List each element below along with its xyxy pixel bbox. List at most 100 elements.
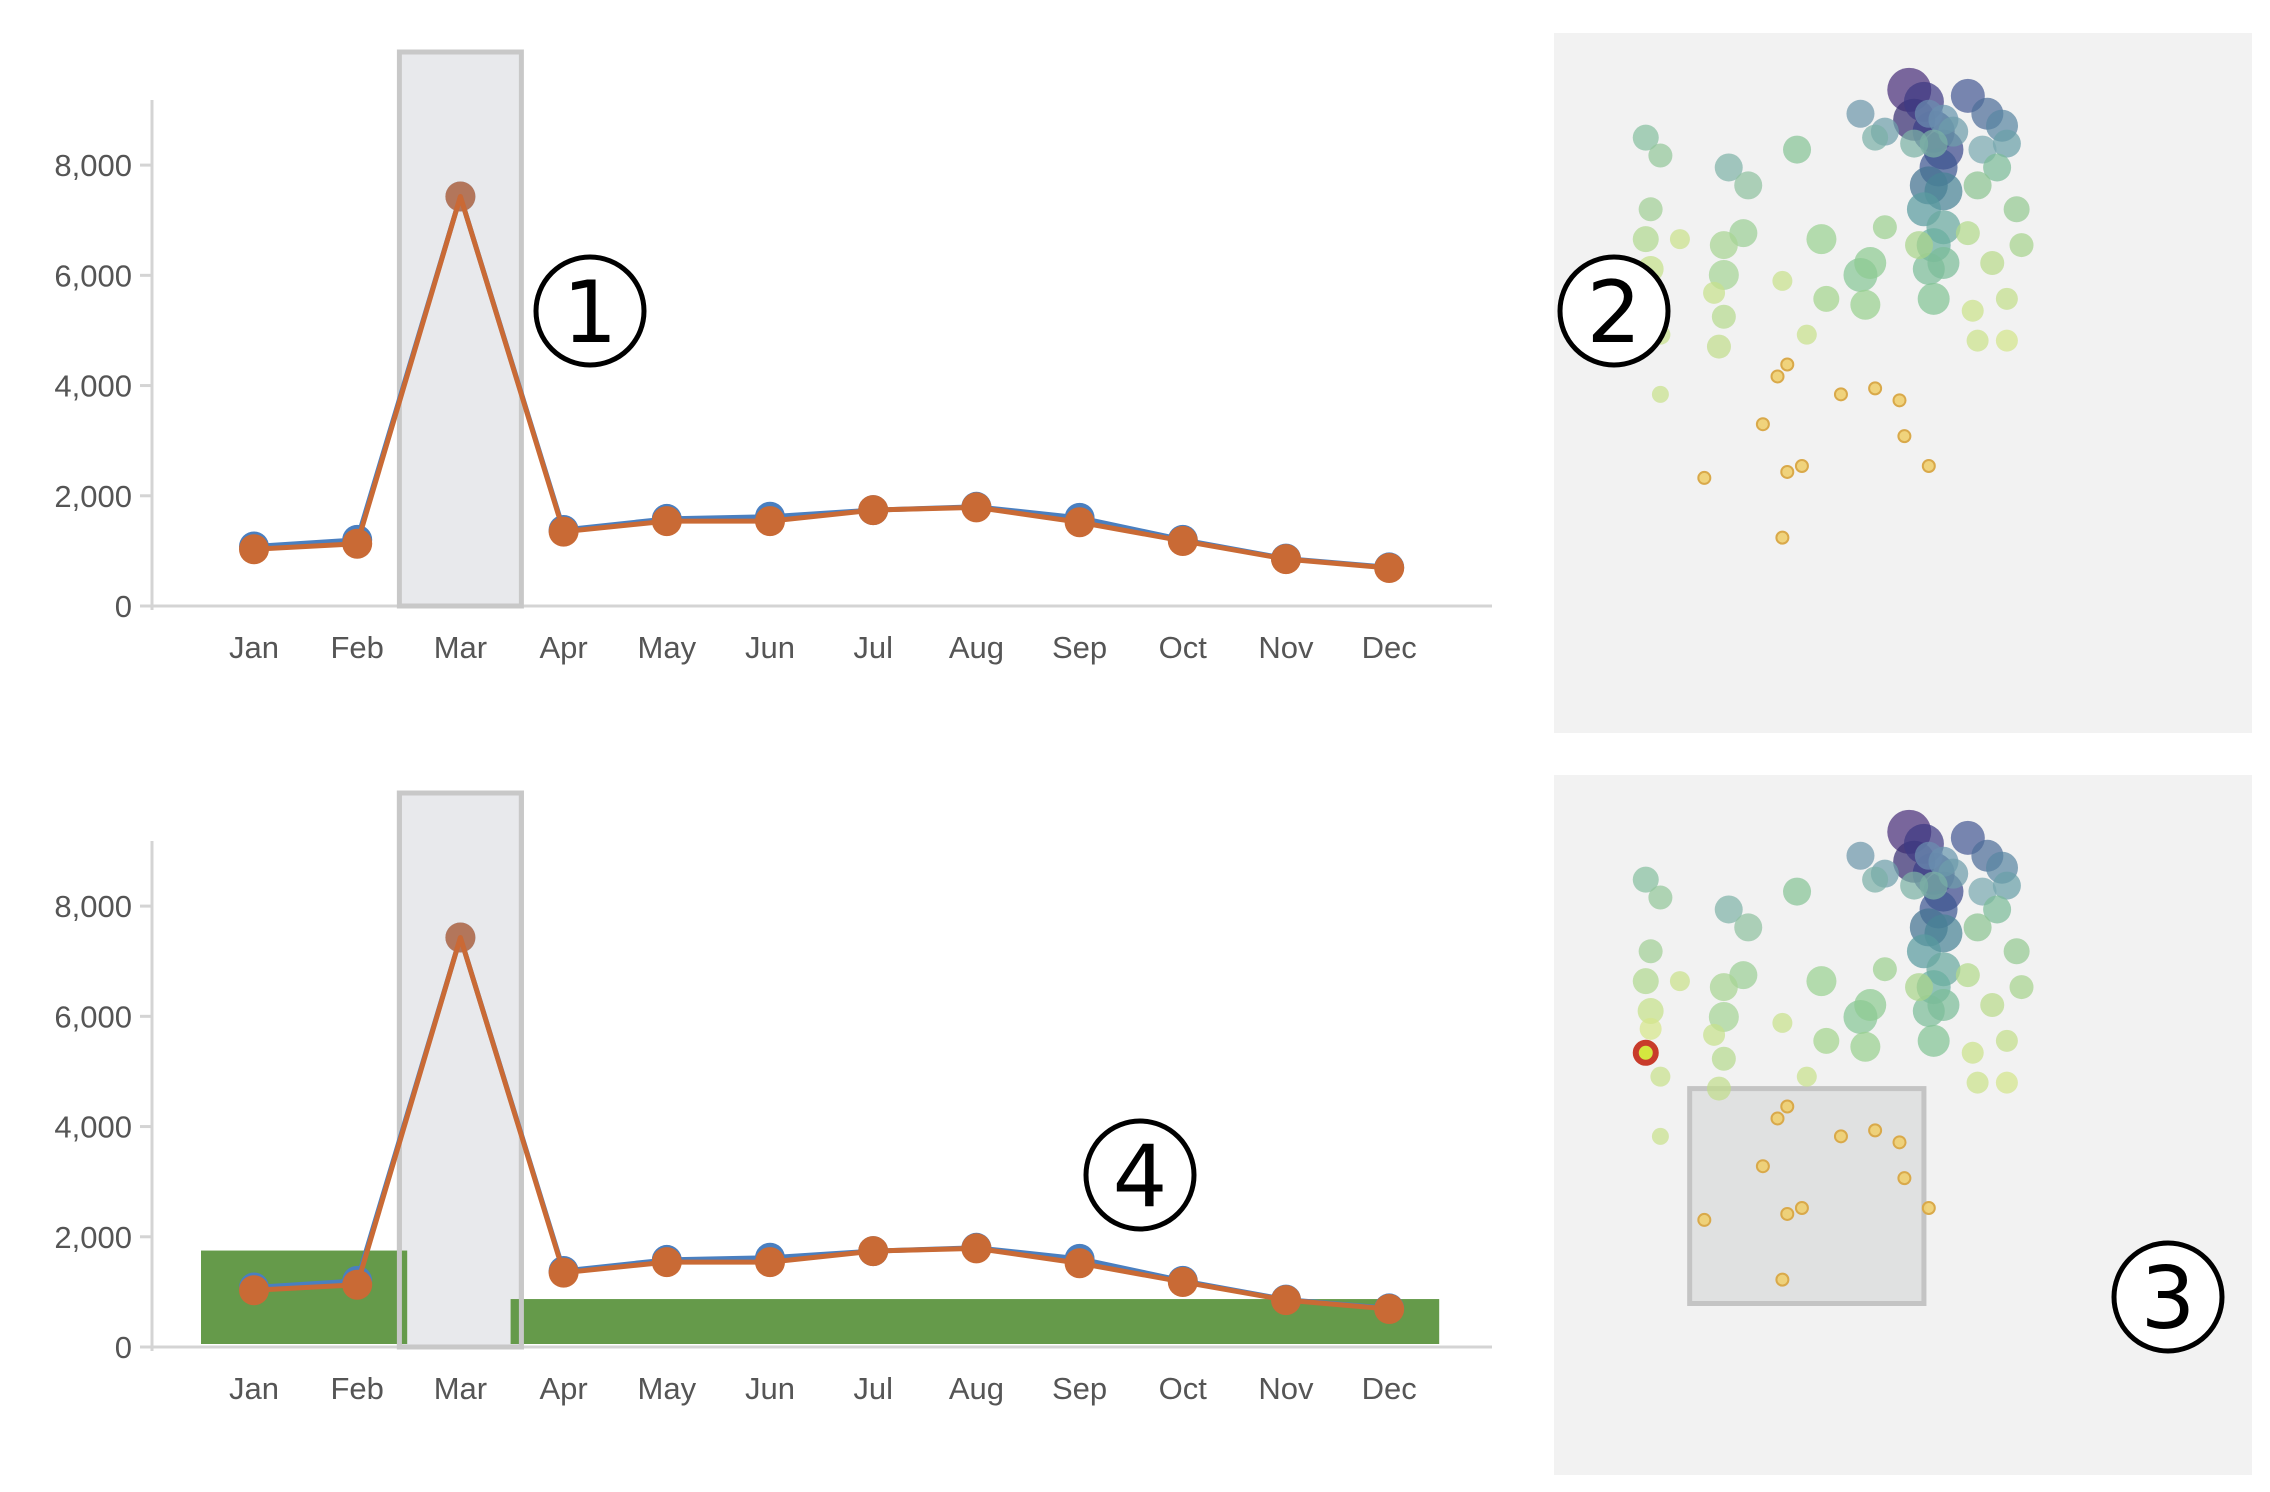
scatter-point[interactable]: [1992, 871, 2021, 900]
scatter-point[interactable]: [1868, 381, 1883, 396]
scatter-point[interactable]: [1983, 153, 2012, 182]
scatter-point[interactable]: [2003, 938, 2030, 965]
scatter-point[interactable]: [1872, 215, 1897, 240]
scatter-point[interactable]: [1850, 289, 1881, 320]
series-2-point[interactable]: [445, 181, 476, 212]
scatter-point[interactable]: [1780, 464, 1795, 479]
scatter-point[interactable]: [1734, 913, 1763, 942]
series-2-point[interactable]: [651, 506, 682, 537]
scatter-point[interactable]: [1638, 939, 1663, 964]
scatter-point[interactable]: [1868, 1123, 1883, 1138]
scatter-point[interactable]: [1650, 1066, 1671, 1087]
scatter-point[interactable]: [1813, 285, 1840, 312]
scatter-point[interactable]: [1775, 1272, 1790, 1287]
scatter-point[interactable]: [1980, 993, 2005, 1018]
scatter-point[interactable]: [1963, 913, 1992, 942]
scatter-point[interactable]: [1955, 221, 1980, 246]
scatter-point[interactable]: [1806, 966, 1837, 997]
scatter-point[interactable]: [1669, 229, 1690, 250]
scatter-point[interactable]: [1638, 197, 1663, 222]
scatter-point[interactable]: [1709, 231, 1738, 260]
scatter-point[interactable]: [1669, 971, 1690, 992]
scatter-point[interactable]: [1806, 224, 1837, 255]
scatter-point[interactable]: [1919, 129, 1948, 158]
series-2-point[interactable]: [342, 528, 373, 559]
scatter-point[interactable]: [1850, 1031, 1881, 1062]
scatter-point[interactable]: [1995, 1029, 2018, 1052]
series-2-point[interactable]: [548, 516, 579, 547]
scatter-point[interactable]: [1703, 1023, 1726, 1046]
series-2-point[interactable]: [651, 1247, 682, 1278]
scatter-point[interactable]: [1703, 281, 1726, 304]
scatter-point[interactable]: [1651, 385, 1669, 403]
scatter-point[interactable]: [1813, 1027, 1840, 1054]
scatter-point[interactable]: [1632, 124, 1659, 151]
scatter-point[interactable]: [1921, 458, 1936, 473]
scatter-point[interactable]: [1872, 957, 1897, 982]
scatter-point[interactable]: [1846, 99, 1875, 128]
scatter-point[interactable]: [1697, 1212, 1712, 1227]
scatter-point[interactable]: [1709, 973, 1738, 1002]
scatter-point[interactable]: [1914, 99, 1943, 128]
series-2-point[interactable]: [755, 1247, 785, 1278]
series-2-point[interactable]: [239, 1275, 269, 1306]
series-2-point[interactable]: [961, 492, 992, 523]
scatter-point[interactable]: [1632, 226, 1659, 253]
series-2-point[interactable]: [342, 1269, 373, 1300]
scatter-point[interactable]: [1770, 369, 1785, 384]
scatter-point[interactable]: [1955, 963, 1980, 988]
scatter-point[interactable]: [1919, 871, 1948, 900]
series-2-point[interactable]: [858, 1236, 889, 1267]
scatter-point[interactable]: [1648, 143, 1673, 168]
scatter-point[interactable]: [1897, 429, 1912, 444]
brush-selection-rect[interactable]: [1687, 1086, 1927, 1307]
series-2-point[interactable]: [858, 495, 889, 526]
scatter-point[interactable]: [1854, 989, 1887, 1022]
scatter-point[interactable]: [1966, 329, 1989, 352]
scatter-point[interactable]: [1711, 304, 1736, 329]
scatter-point[interactable]: [1714, 895, 1743, 924]
scatter-point[interactable]: [1734, 171, 1763, 200]
scatter-point[interactable]: [1714, 153, 1743, 182]
scatter-point[interactable]: [1892, 1135, 1907, 1150]
scatter-point[interactable]: [1775, 530, 1790, 545]
scatter-point[interactable]: [1755, 1159, 1770, 1174]
scatter-point[interactable]: [1780, 1206, 1795, 1221]
scatter-point[interactable]: [1992, 129, 2021, 158]
scatter-point[interactable]: [1961, 1041, 1984, 1064]
series-2-point[interactable]: [1167, 525, 1198, 556]
scatter-point[interactable]: [2009, 975, 2034, 1000]
scatter-point[interactable]: [1846, 841, 1875, 870]
scatter-point[interactable]: [1796, 324, 1817, 345]
scatter-point[interactable]: [1794, 458, 1809, 473]
scatter-point[interactable]: [1648, 885, 1673, 910]
scatter-point[interactable]: [1980, 251, 2005, 276]
scatter-point[interactable]: [1639, 1017, 1662, 1040]
scatter-point[interactable]: [1892, 393, 1907, 408]
scatter-point[interactable]: [1927, 989, 1960, 1022]
scatter-point[interactable]: [1697, 470, 1712, 485]
scatter-point[interactable]: [1914, 841, 1943, 870]
scatter-point[interactable]: [1833, 387, 1848, 402]
scatter-point[interactable]: [1966, 1071, 1989, 1094]
filter-bar[interactable]: [510, 1299, 1440, 1344]
series-2-point[interactable]: [1271, 544, 1301, 575]
scatter-point[interactable]: [1995, 329, 2018, 352]
scatter-point[interactable]: [1905, 973, 1934, 1002]
scatter-point[interactable]: [1983, 895, 2012, 924]
series-2-point[interactable]: [1064, 507, 1095, 538]
series-2-point[interactable]: [961, 1233, 992, 1264]
scatter-point[interactable]: [1796, 1066, 1817, 1087]
scatter-point[interactable]: [1900, 871, 1929, 900]
scatter-point[interactable]: [1783, 135, 1812, 164]
scatter-point[interactable]: [1961, 299, 1984, 322]
scatter-point[interactable]: [1637, 997, 1664, 1024]
scatter-point[interactable]: [1632, 866, 1659, 893]
scatter-point[interactable]: [1927, 247, 1960, 280]
scatter-point[interactable]: [2009, 233, 2034, 258]
series-2-point[interactable]: [548, 1257, 579, 1288]
scatter-point[interactable]: [1794, 1200, 1809, 1215]
series-2-point[interactable]: [755, 506, 785, 537]
series-2-point[interactable]: [1374, 552, 1405, 583]
scatter-point[interactable]: [1995, 1071, 2018, 1094]
